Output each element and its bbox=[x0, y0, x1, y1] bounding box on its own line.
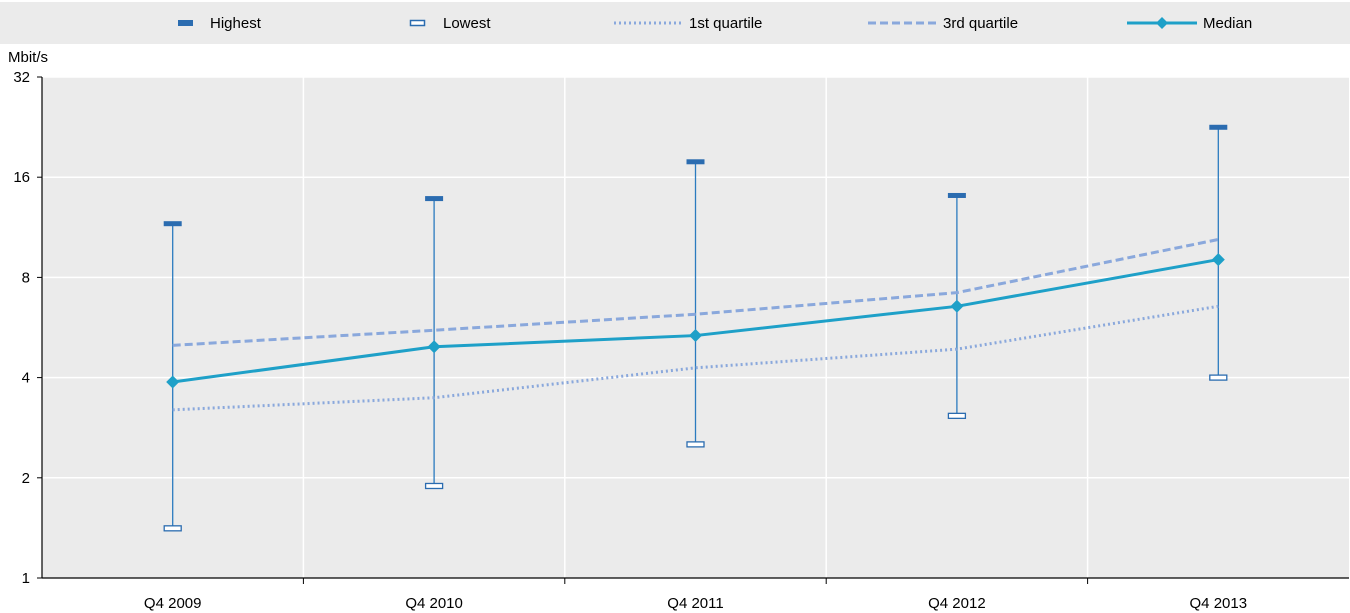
legend-label-lowest: Lowest bbox=[443, 15, 491, 32]
lowest-marker bbox=[947, 412, 967, 420]
legend-swatch-median-marker bbox=[1156, 17, 1168, 29]
y-unit-label: Mbit/s bbox=[8, 49, 48, 66]
series-line-1st-quartile bbox=[172, 304, 1219, 412]
plot-area bbox=[42, 76, 1349, 578]
highest-marker bbox=[947, 192, 966, 198]
y-tick-label: 1 bbox=[22, 570, 30, 587]
legend-item-q1: 1st quartile bbox=[614, 15, 762, 32]
y-tick-label: 8 bbox=[22, 269, 30, 286]
legend-label-q3: 3rd quartile bbox=[943, 15, 1018, 32]
legend-label-q1: 1st quartile bbox=[689, 15, 762, 32]
x-tick-label: Q4 2010 bbox=[405, 595, 463, 612]
median-marker bbox=[427, 340, 441, 354]
legend-swatch-highest bbox=[178, 20, 193, 26]
median-marker bbox=[689, 329, 702, 343]
lowest-marker bbox=[1209, 374, 1228, 381]
y-tick-label: 32 bbox=[13, 69, 30, 86]
series-line-3rd-quartile bbox=[172, 238, 1219, 347]
y-tick-label: 2 bbox=[22, 470, 30, 487]
x-tick-label: Q4 2011 bbox=[667, 595, 723, 612]
x-tick-label: Q4 2012 bbox=[928, 595, 986, 612]
legend-item-median: Median bbox=[1127, 15, 1252, 32]
highest-marker bbox=[163, 221, 182, 227]
y-tick-label: 4 bbox=[22, 370, 30, 387]
legend-swatch-lowest bbox=[409, 19, 426, 27]
x-tick-label: Q4 2013 bbox=[1190, 595, 1248, 612]
highest-marker bbox=[425, 196, 444, 202]
highest-marker bbox=[686, 159, 705, 165]
median-marker bbox=[1211, 253, 1225, 267]
x-tick-label: Q4 2009 bbox=[144, 595, 202, 612]
lowest-marker bbox=[686, 441, 705, 448]
legend-item-highest: Highest bbox=[178, 15, 262, 32]
legend-label-median: Median bbox=[1203, 15, 1252, 32]
legend-item-q3: 3rd quartile bbox=[868, 15, 1018, 32]
legend-label-highest: Highest bbox=[210, 15, 262, 32]
y-tick-label: 16 bbox=[13, 169, 30, 186]
median-marker bbox=[166, 375, 180, 389]
lowest-marker bbox=[424, 482, 444, 490]
median-marker bbox=[950, 299, 964, 313]
lowest-marker bbox=[163, 525, 182, 532]
legend-item-lowest: Lowest bbox=[409, 15, 491, 32]
highest-marker bbox=[1209, 124, 1228, 130]
legend: Highest Lowest 1st quartile 3rd quartile Med… bbox=[0, 2, 1350, 44]
axes: 1 2 4 8 16 32 Mbit/s Q4 2009 Q4 2010 Q4 2011 Q4 20… bbox=[8, 49, 1349, 612]
